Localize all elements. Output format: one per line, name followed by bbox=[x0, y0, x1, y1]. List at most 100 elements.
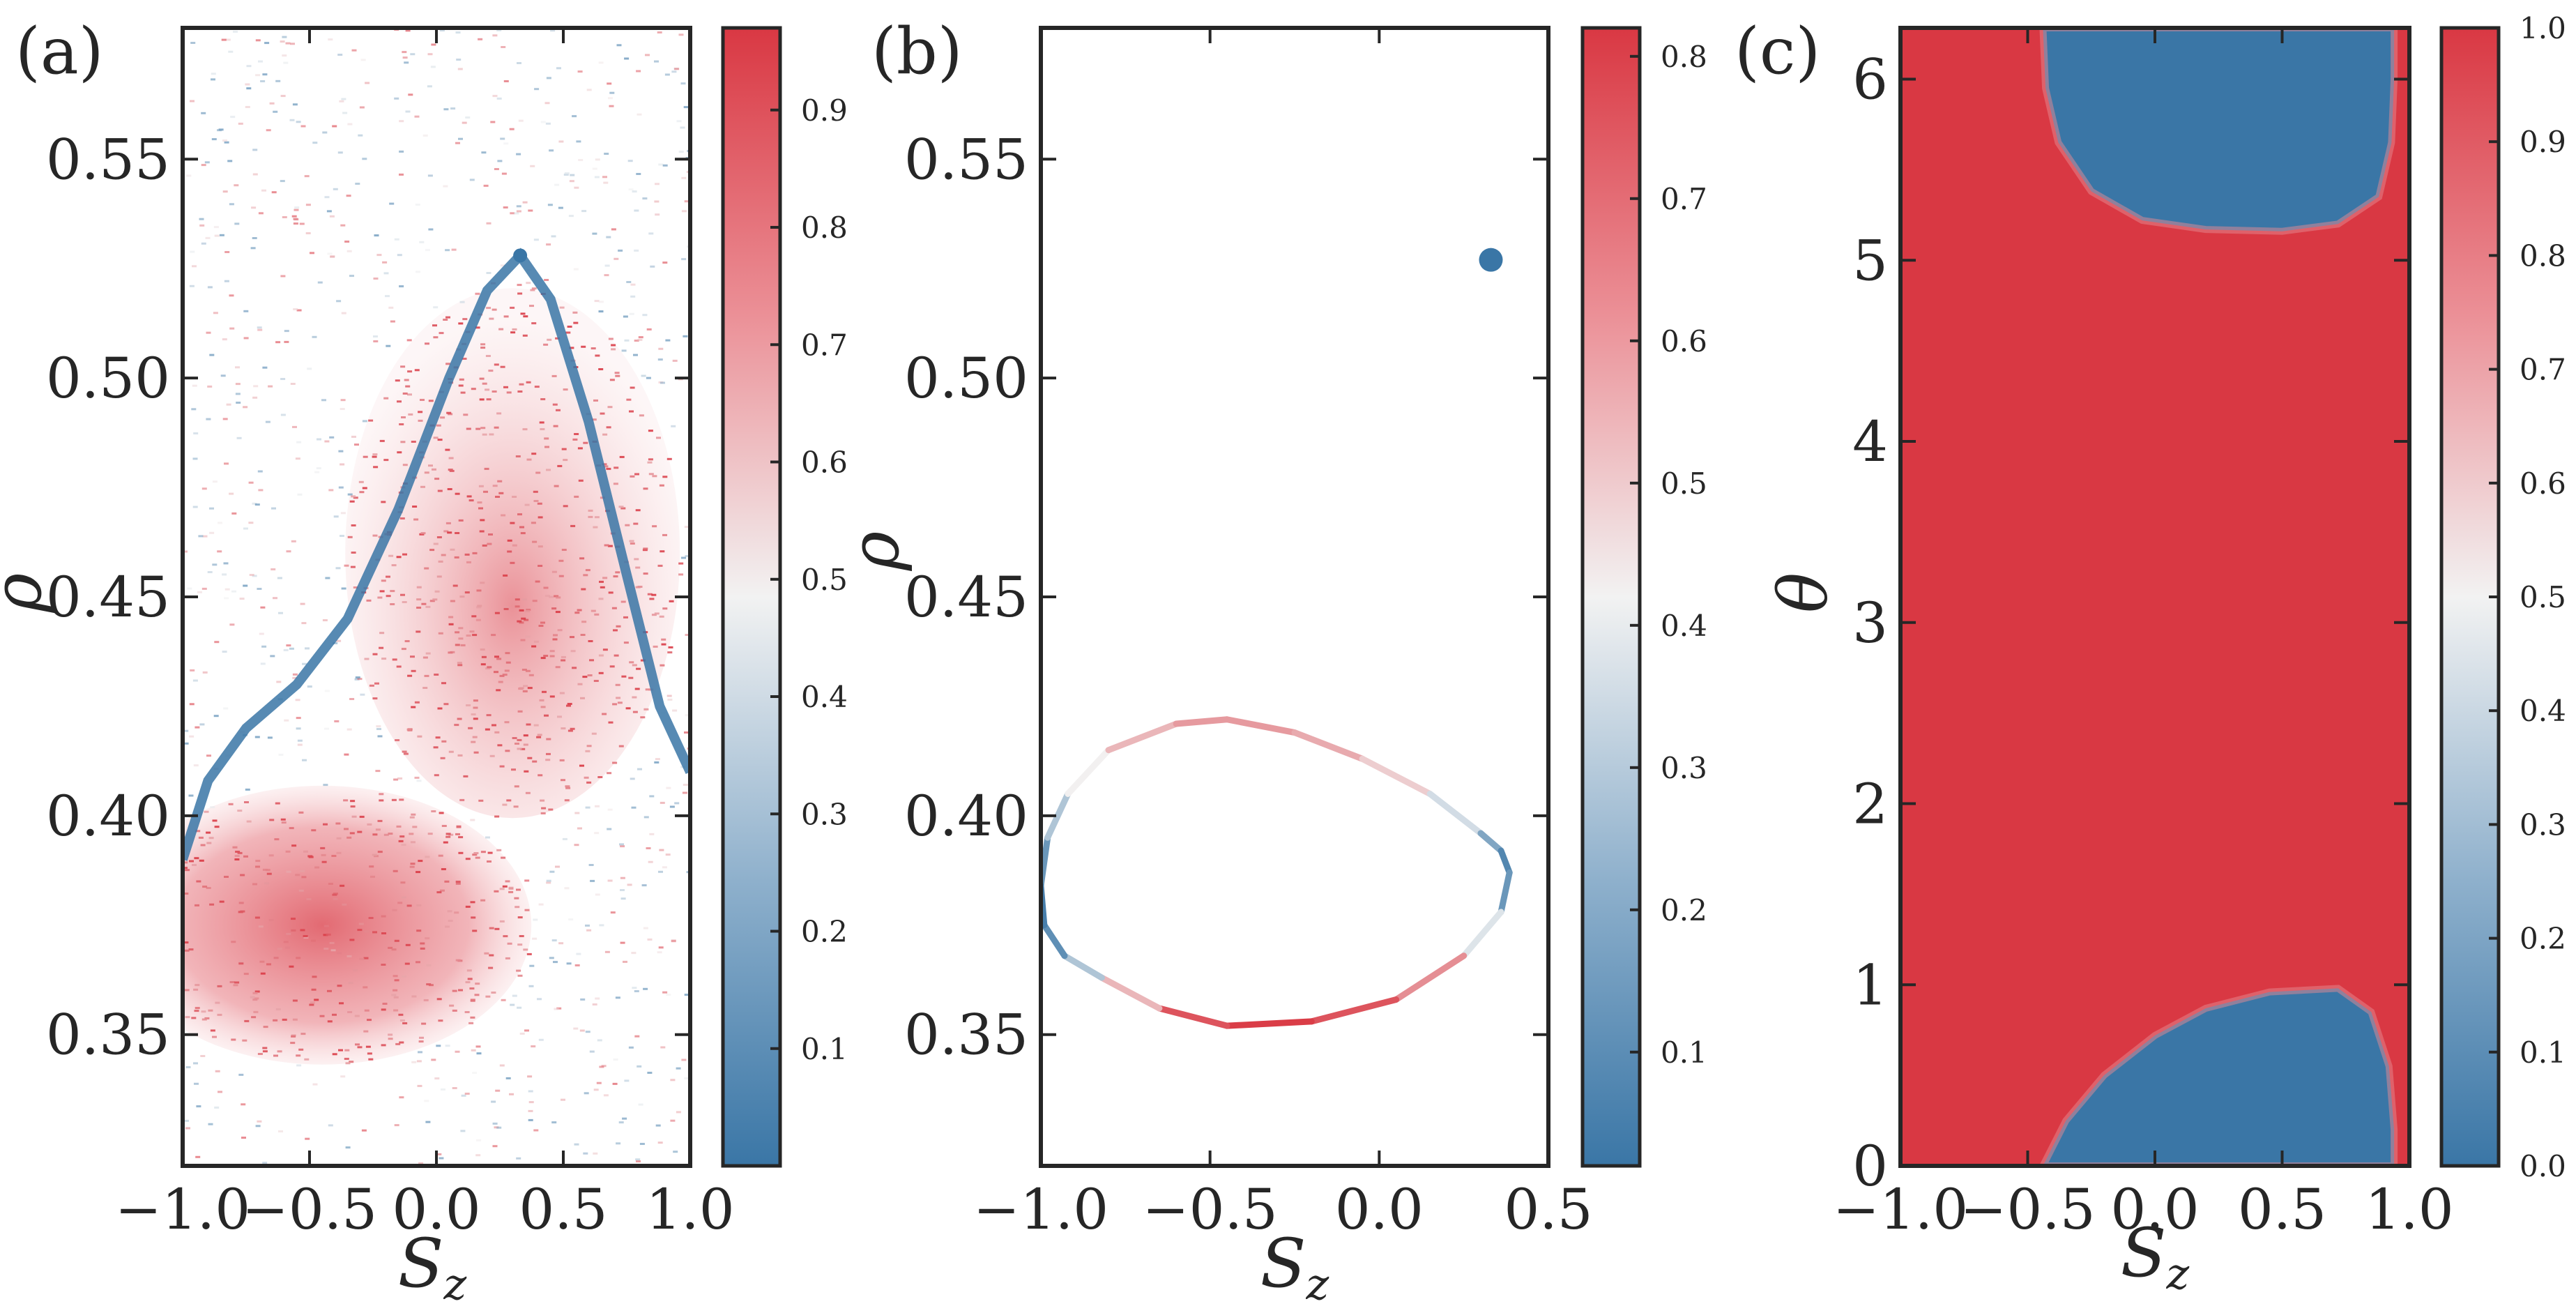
panel-a-scatter-point bbox=[455, 532, 460, 534]
panel-a-scatter-point bbox=[254, 916, 260, 919]
panel-a-scatter-point bbox=[362, 158, 367, 160]
panel-a-scatter-point bbox=[573, 268, 579, 271]
panel-a-scatter-point bbox=[551, 607, 557, 610]
panel-a-scatter-point bbox=[471, 1049, 476, 1052]
panel-a-scatter-point bbox=[340, 535, 344, 537]
panel-a-scatter-point bbox=[258, 925, 264, 928]
panel-a-scatter-point bbox=[436, 998, 442, 1001]
panel-c-ytick-label: 6 bbox=[1852, 47, 1888, 112]
panel-a-scatter-point bbox=[480, 347, 486, 349]
panel-a-scatter-point bbox=[194, 857, 199, 860]
panel-a-scatter-point bbox=[234, 858, 240, 860]
panel-a-scatter-point bbox=[475, 292, 480, 295]
panel-a-scatter-point bbox=[680, 126, 685, 129]
panel-a-scatter-point bbox=[323, 948, 329, 950]
panel-a-scatter-point bbox=[404, 640, 410, 642]
panel-a-scatter-point bbox=[457, 662, 462, 664]
panel-a-scatter-point bbox=[239, 598, 245, 600]
panel-a-scatter-point bbox=[229, 492, 234, 495]
panel-a-scatter-point bbox=[482, 544, 487, 547]
panel-a-scatter-point bbox=[381, 658, 387, 660]
panel-a-scatter-point bbox=[604, 153, 609, 155]
panel-a-scatter-point bbox=[475, 427, 481, 430]
panel-a-scatter-point bbox=[494, 426, 499, 429]
panel-a-scatter-point bbox=[684, 200, 689, 203]
panel-a-scatter-point bbox=[331, 855, 337, 857]
panel-a-scatter-point bbox=[418, 860, 423, 863]
panel-a-scatter-point bbox=[480, 851, 486, 853]
panel-a-scatter-point bbox=[465, 981, 471, 984]
panel-a-scatter-point bbox=[363, 986, 368, 989]
panel-a-scatter-point bbox=[192, 864, 197, 866]
panel-a-scatter-point bbox=[495, 1089, 501, 1092]
panel-a-scatter-point bbox=[618, 745, 624, 747]
panel-a-scatter-point bbox=[633, 354, 638, 356]
panel-a-scatter-point bbox=[268, 919, 274, 921]
panel-a-scatter-point bbox=[298, 889, 304, 892]
panel-a-scatter-point bbox=[424, 567, 429, 570]
panel-a-xtick-label: −0.5 bbox=[242, 1177, 377, 1242]
panel-a-scatter-point bbox=[599, 924, 604, 927]
panel-a-scatter-point bbox=[471, 741, 476, 743]
panel-a-scatter-point bbox=[654, 612, 660, 615]
panel-a-scatter-point bbox=[512, 328, 517, 331]
panel-a-scatter-point bbox=[321, 399, 326, 402]
panel-a-scatter-point bbox=[503, 315, 509, 318]
panel-a-scatter-point bbox=[222, 651, 227, 653]
panel-a-scatter-point bbox=[528, 209, 533, 212]
panel-a-scatter-point bbox=[593, 399, 598, 402]
panel-a-scatter-point bbox=[439, 812, 444, 814]
panel-b-orbit-segment bbox=[1497, 869, 1513, 916]
panel-a-scatter-point bbox=[522, 334, 528, 337]
panel-a-scatter-point bbox=[642, 549, 648, 552]
panel-a-scatter-point bbox=[416, 630, 421, 633]
panel-a-scatter-point bbox=[206, 418, 211, 420]
panel-a-scatter-point bbox=[620, 876, 625, 879]
panel-a-scatter-point bbox=[565, 331, 571, 334]
panel-a-scatter-point bbox=[649, 598, 655, 600]
panel-a-scatter-point bbox=[531, 645, 537, 648]
panel-a-scatter-point bbox=[290, 43, 295, 45]
panel-a-scatter-point bbox=[500, 264, 505, 267]
panel-a-scatter-point bbox=[238, 959, 244, 962]
panel-a-scatter-point bbox=[296, 1054, 301, 1057]
panel-a-scatter-point bbox=[587, 674, 593, 676]
panel-a-scatter-point bbox=[310, 1001, 315, 1004]
panel-a-scatter-point bbox=[401, 896, 406, 899]
panel-a-scatter-point bbox=[481, 655, 487, 658]
panel-a-scatter-point bbox=[363, 1030, 369, 1033]
panel-a-scatter-point bbox=[524, 1029, 529, 1032]
panel-a-xlabel: Sz bbox=[398, 1224, 467, 1310]
panel-a-scatter-point bbox=[338, 450, 344, 453]
panel-a-scatter-point bbox=[591, 732, 597, 735]
panel-a-scatter-point bbox=[488, 533, 493, 536]
panel-a-scatter-point bbox=[451, 248, 457, 251]
panel-a-scatter-point bbox=[519, 609, 524, 612]
panel-a-scatter-point bbox=[629, 661, 634, 664]
panel-a-scatter-point bbox=[613, 466, 619, 469]
panel-a-scatter-point bbox=[292, 676, 298, 679]
panel-a-scatter-point bbox=[480, 343, 486, 346]
panel-a-scatter-point bbox=[642, 197, 648, 200]
panel-a-scatter-point bbox=[292, 103, 298, 106]
panel-a-scatter-point bbox=[574, 1143, 579, 1146]
panel-a-scatter-point bbox=[517, 738, 522, 741]
panel-a-scatter-point bbox=[498, 681, 503, 683]
panel-a-scatter-point bbox=[412, 826, 418, 828]
panel-a-scatter-point bbox=[196, 1105, 201, 1108]
panel-b-colorbar-ticks: 0.10.20.30.40.50.60.70.8 bbox=[1630, 40, 1707, 1070]
panel-a-scatter-point bbox=[523, 734, 528, 737]
panel-a-scatter-point bbox=[187, 587, 192, 590]
panel-a-scatter-point bbox=[431, 810, 436, 812]
panel-a-scatter-point bbox=[445, 833, 451, 835]
panel-a-scatter-point bbox=[328, 1124, 333, 1127]
panel-a-scatter-point bbox=[197, 591, 202, 593]
panel-a-scatter-point bbox=[277, 1050, 282, 1053]
panel-a-scatter-point bbox=[546, 469, 551, 471]
panel-a-scatter-point bbox=[372, 853, 377, 856]
panel-a-scatter-point bbox=[393, 1009, 399, 1012]
panel-a-scatter-point bbox=[357, 929, 363, 932]
panel-a-scatter-point bbox=[634, 990, 639, 992]
panel-a-scatter-point bbox=[204, 161, 210, 164]
panel-a-scatter-point bbox=[192, 457, 198, 460]
